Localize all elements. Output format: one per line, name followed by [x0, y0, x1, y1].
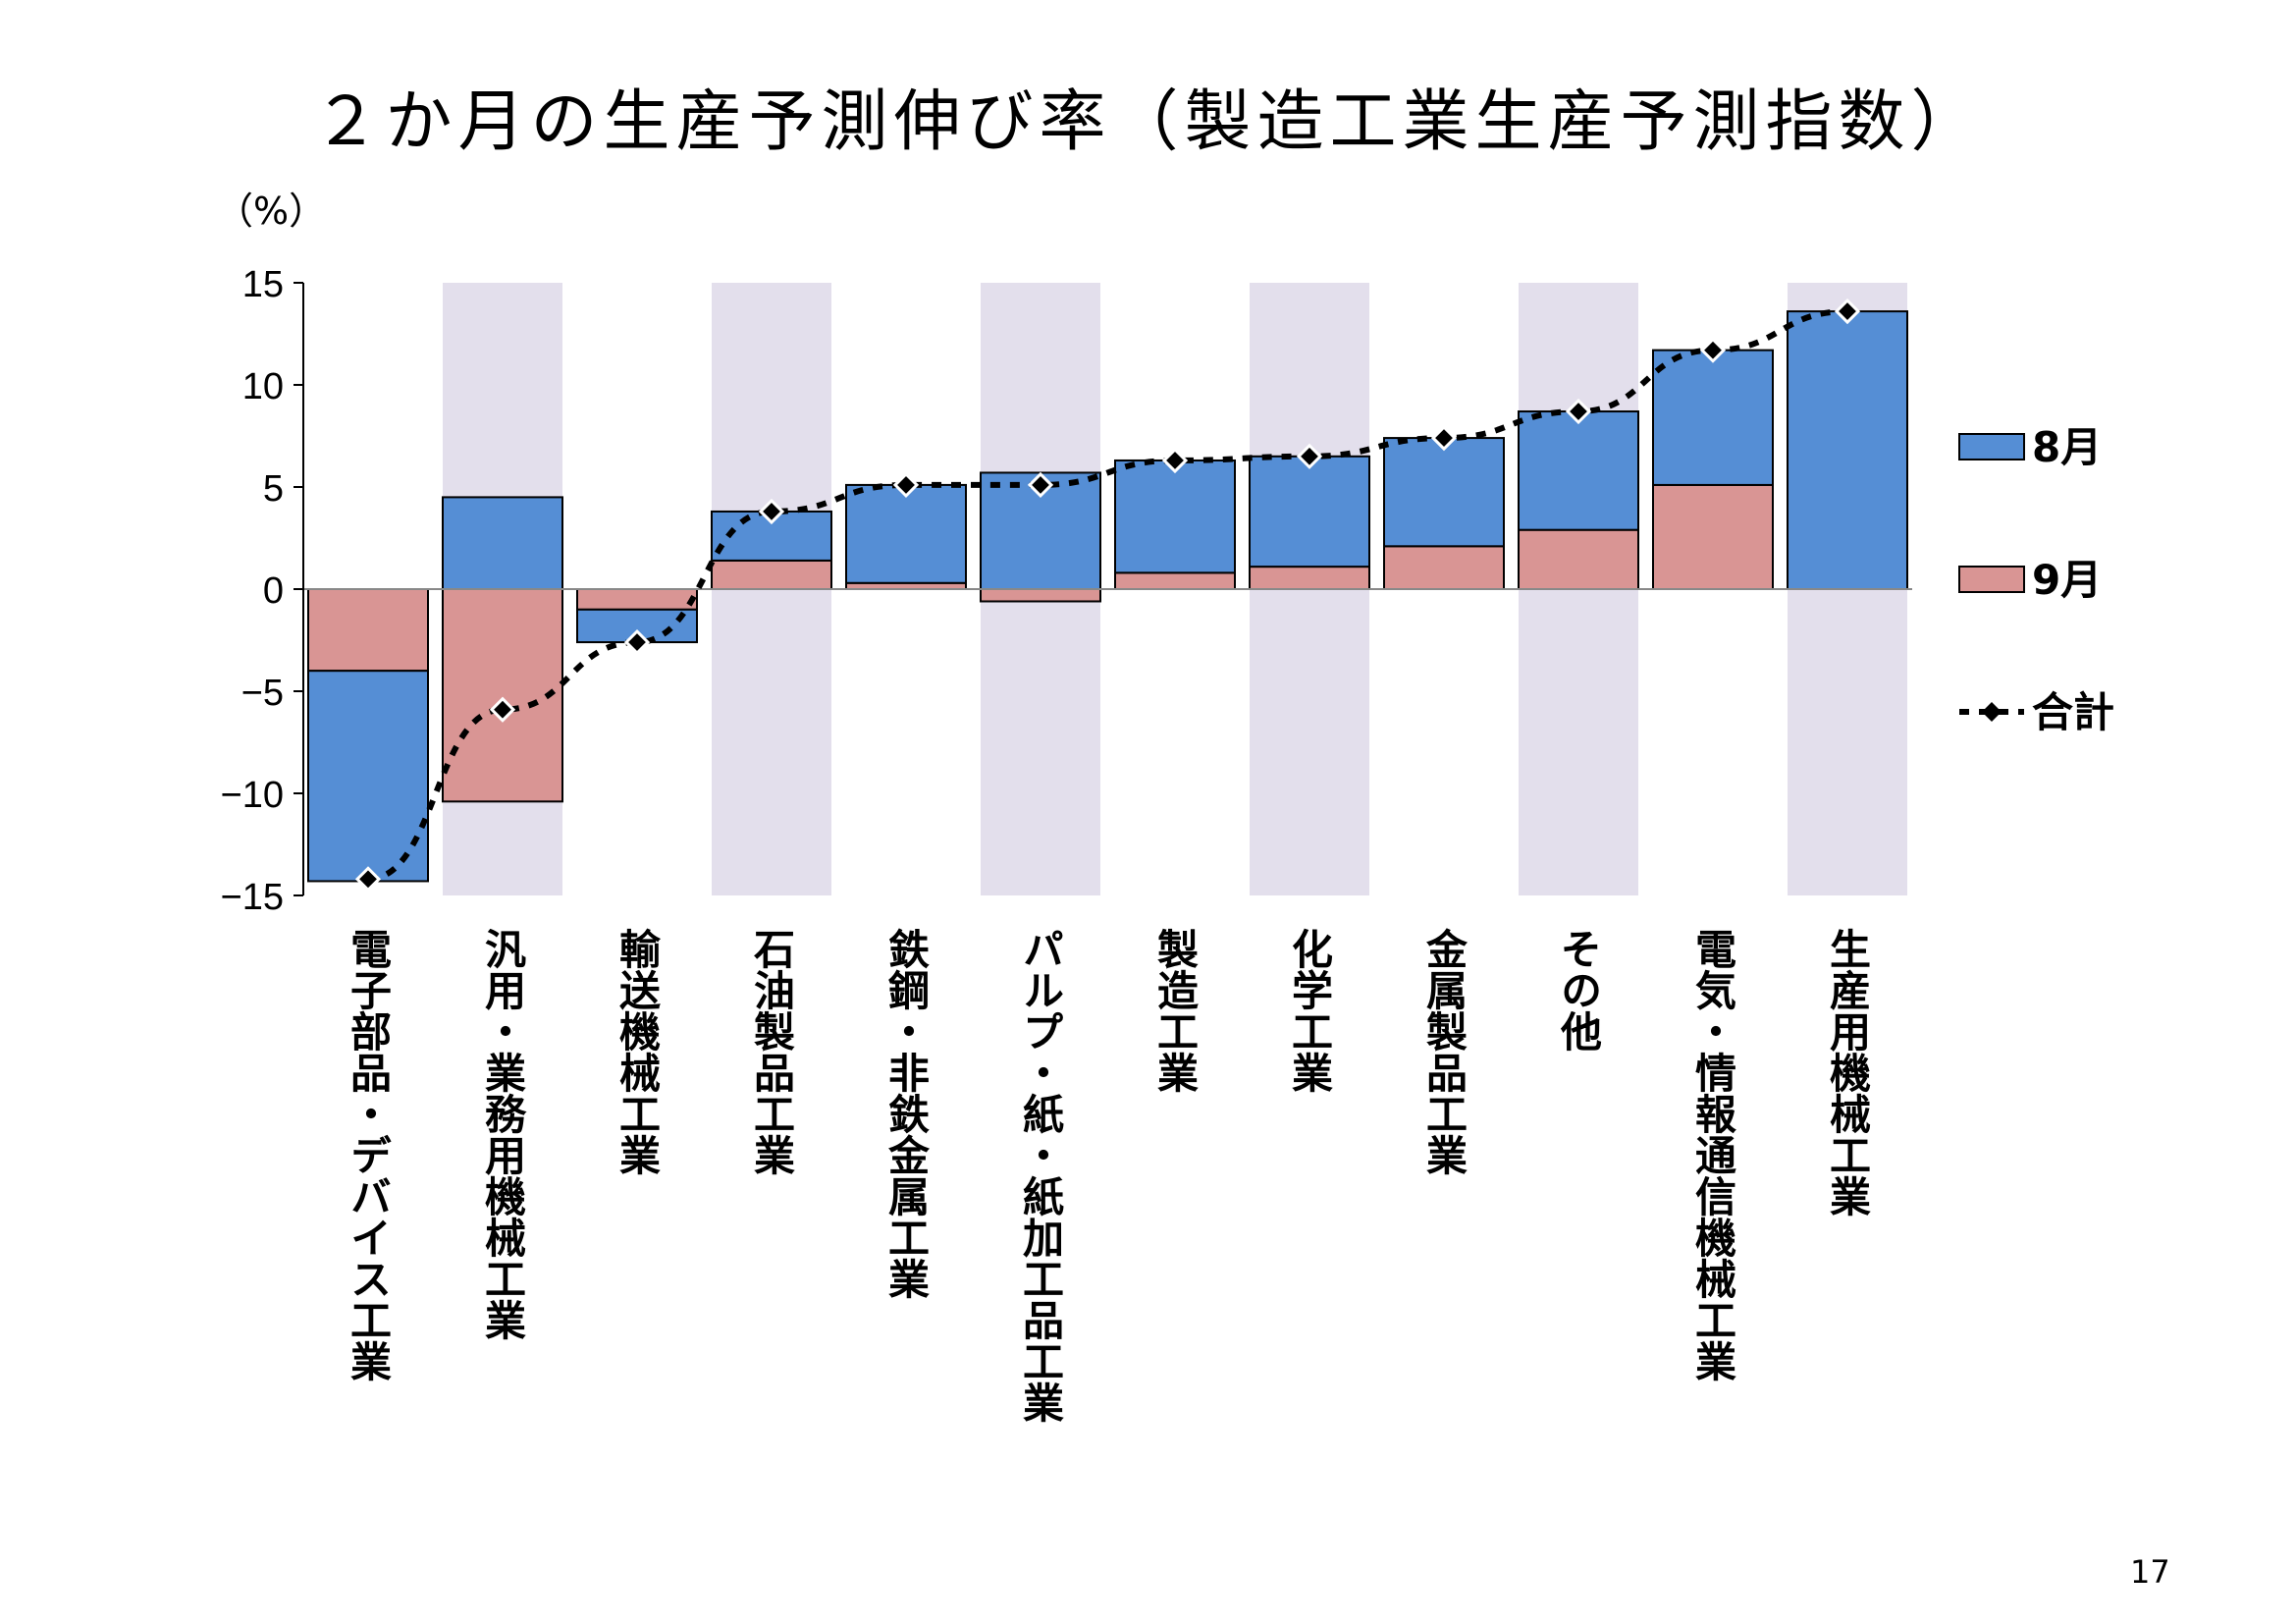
bar-aug — [1787, 310, 1908, 590]
bar-sep — [1518, 528, 1639, 590]
y-tick-label: 0 — [263, 570, 284, 612]
total-marker — [892, 471, 920, 499]
bar-sep — [1249, 566, 1370, 590]
bar-aug — [1383, 437, 1505, 548]
y-tick-label: −10 — [221, 775, 284, 816]
total-marker — [489, 696, 516, 723]
total-marker — [1161, 447, 1189, 474]
total-marker — [623, 628, 651, 656]
x-tick-label: 金属製品工業 — [1420, 928, 1468, 1175]
total-marker — [1699, 337, 1727, 363]
page-number: 17 — [2130, 1553, 2170, 1591]
legend-label: 8月 — [2032, 423, 2102, 471]
chart-title: ２か月の生産予測伸び率（製造工業生産予測指数） — [312, 83, 1984, 161]
y-tick-label: 10 — [242, 366, 284, 407]
legend-swatch — [1958, 433, 2025, 460]
legend-marker — [1982, 702, 2002, 722]
bar-sep — [711, 559, 832, 591]
y-axis-unit: （%） — [216, 189, 326, 233]
bars — [307, 310, 1908, 883]
total-marker — [1834, 298, 1861, 325]
x-tick-label: その他 — [1555, 928, 1603, 1052]
y-axis: 15 10 5 0 −5 −10 −15 — [221, 264, 1912, 918]
bar-sep — [980, 588, 1101, 603]
bar-aug — [307, 670, 429, 883]
x-tick-label: 汎用・業務用機械工業 — [479, 928, 527, 1340]
x-tick-label: 製造工業 — [1151, 928, 1200, 1093]
bar-aug — [1652, 349, 1774, 486]
y-tick-label: 15 — [242, 264, 284, 305]
total-marker — [354, 866, 382, 893]
total-line-path — [367, 308, 1848, 883]
x-tick-label: パルプ・紙・紙加工品工業 — [1017, 928, 1065, 1423]
total-line — [354, 298, 1861, 893]
x-tick-label: 電子部品・デバイス工業 — [345, 928, 393, 1381]
bar-sep — [307, 588, 429, 673]
legend-label: 9月 — [2032, 556, 2102, 604]
bar-sep — [576, 588, 698, 611]
x-tick-label: 鉄鋼・非鉄金属工業 — [882, 928, 931, 1299]
x-tick-label: 生産用機械工業 — [1824, 928, 1872, 1217]
bar-sep — [1652, 483, 1774, 591]
y-tick-label: −5 — [241, 673, 284, 714]
bar-aug — [1114, 459, 1236, 574]
total-marker — [1296, 443, 1323, 469]
y-tick-label: −15 — [221, 877, 284, 918]
total-marker — [1565, 398, 1592, 425]
bar-sep — [1383, 545, 1505, 591]
x-axis-labels: 電子部品・デバイス工業 汎用・業務用機械工業 輸送機械工業 石油製品工業 鉄鋼・非鉄金属… — [345, 928, 1872, 1423]
x-tick-label: 輸送機械工業 — [614, 928, 662, 1175]
total-marker — [1430, 424, 1458, 452]
bar-aug — [845, 483, 967, 584]
total-marker — [1027, 471, 1054, 499]
y-tick-label: 5 — [263, 468, 284, 510]
total-marker — [758, 498, 785, 525]
x-tick-label: 石油製品工業 — [748, 928, 796, 1175]
x-tick-label: 電気・情報通信機械工業 — [1689, 928, 1737, 1381]
bar-aug — [442, 496, 563, 590]
x-tick-label: 化学工業 — [1286, 928, 1334, 1093]
bar-sep — [1114, 571, 1236, 590]
bar-aug — [1249, 455, 1370, 568]
bar-aug — [1518, 410, 1639, 531]
legend-swatch — [1958, 566, 2025, 593]
bar-sep — [442, 588, 563, 803]
legend-label: 合計 — [2032, 688, 2114, 736]
